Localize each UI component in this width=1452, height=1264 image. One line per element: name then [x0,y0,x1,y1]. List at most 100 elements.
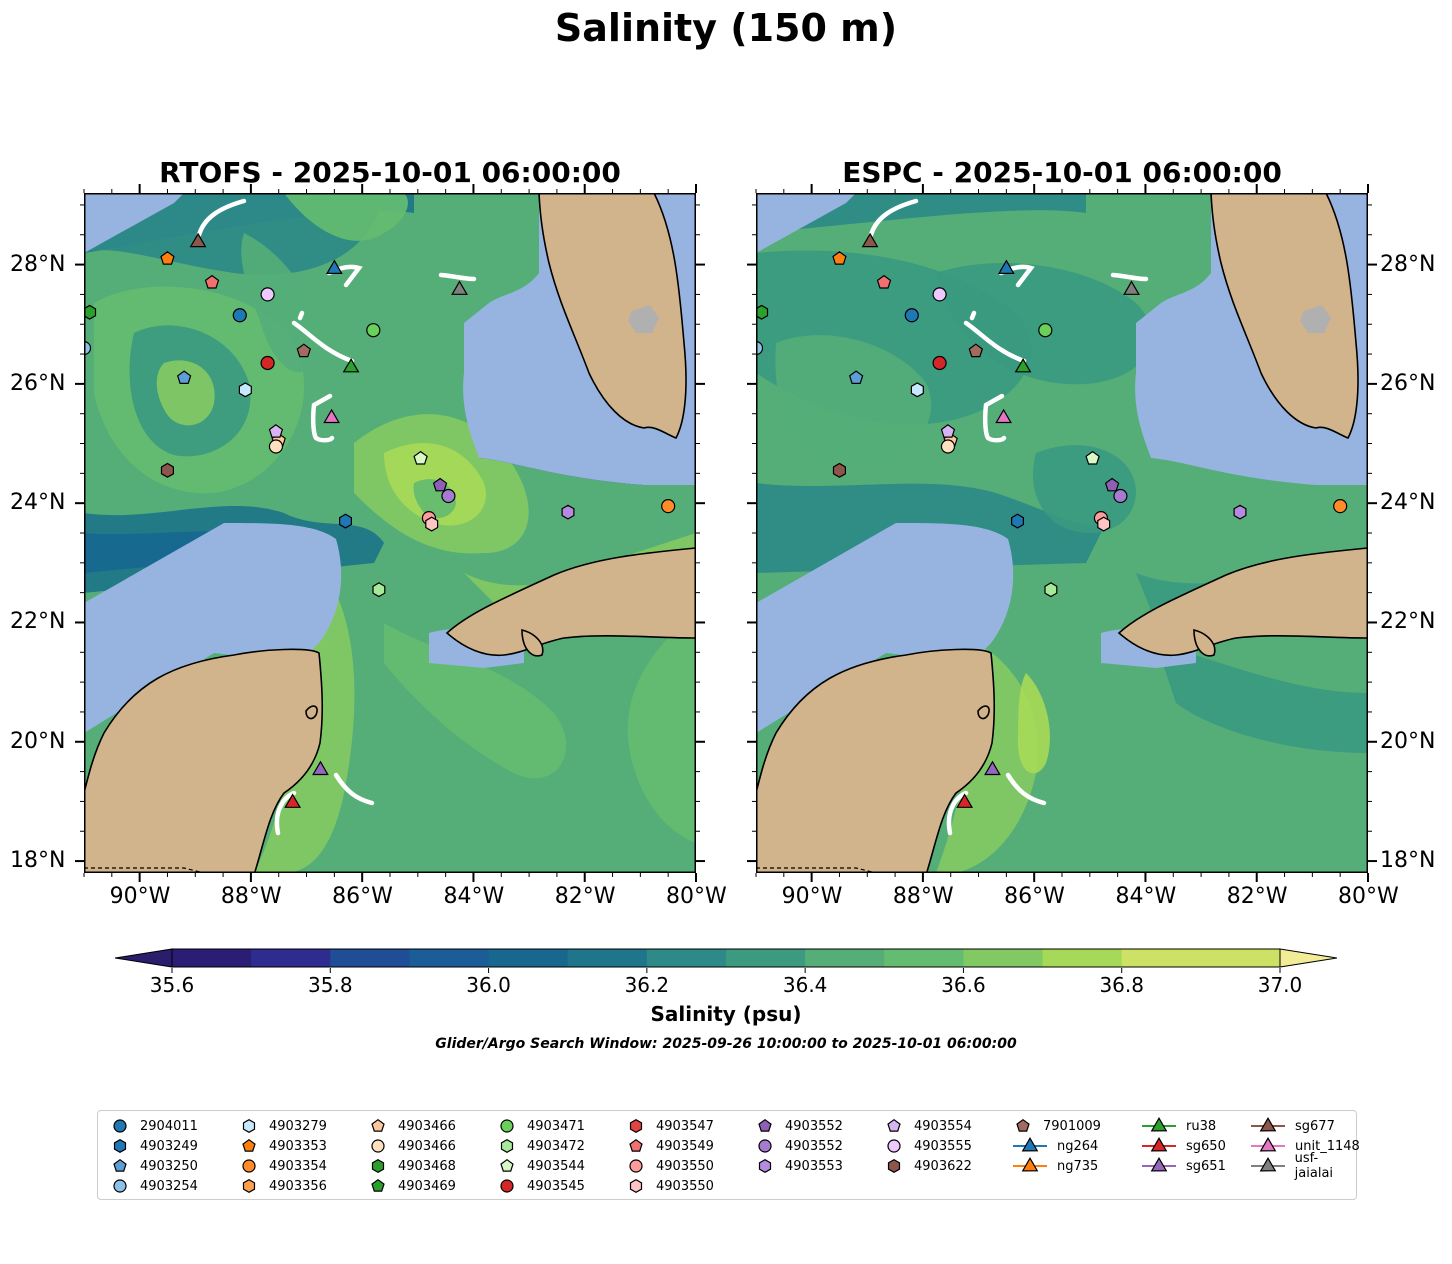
legend-marker[interactable] [758,1159,772,1173]
marker-4903472[interactable] [372,582,386,598]
marker-4903471[interactable] [366,323,381,338]
marker-4903550[interactable] [425,516,439,532]
legend-marker[interactable] [371,1139,385,1153]
marker-4903353[interactable] [832,251,847,265]
marker-4903553[interactable] [561,504,575,520]
legend-marker[interactable] [500,1179,514,1193]
marker-4903554[interactable] [268,424,284,438]
rtofs-panel-title: RTOFS - 2025-10-01 06:00:00 [159,156,621,189]
legend-marker[interactable] [1259,1116,1277,1132]
marker-4903279[interactable] [910,382,924,398]
legend-marker[interactable] [629,1159,643,1173]
marker-4903471[interactable] [1038,323,1053,338]
marker-4903550[interactable] [1097,516,1111,532]
marker-4903622[interactable] [160,462,175,478]
marker-4903354[interactable] [661,499,676,514]
marker-4903553[interactable] [1233,504,1247,520]
legend-marker[interactable] [500,1119,514,1133]
marker-4903249[interactable] [1011,513,1024,529]
marker-4903468[interactable] [756,304,769,320]
espc-salinity-map[interactable] [756,193,1368,873]
marker-ru38[interactable] [1014,358,1032,373]
marker-usf-jaialai[interactable] [1123,280,1140,295]
marker-unit_1148[interactable] [323,408,340,424]
marker-7901009[interactable] [968,343,984,358]
marker-sg651[interactable] [312,760,329,776]
marker-4903622[interactable] [832,462,847,478]
legend-marker[interactable] [242,1179,256,1193]
legend-marker[interactable] [1021,1156,1039,1172]
legend-marker[interactable] [887,1159,901,1173]
marker-4903466[interactable] [940,439,956,454]
marker-4903552[interactable] [432,477,448,492]
marker-4903555[interactable] [932,287,947,302]
marker-4903544[interactable] [413,450,428,465]
legend-marker[interactable] [1150,1136,1168,1152]
legend-marker[interactable] [242,1159,256,1173]
marker-4903552[interactable] [1113,488,1128,504]
marker-sg677[interactable] [861,232,879,248]
colorbar-segment [251,949,331,967]
marker-4903549[interactable] [876,274,892,289]
marker-4903552[interactable] [1104,477,1120,492]
marker-sg650[interactable] [284,793,302,808]
marker-4903279[interactable] [238,382,252,398]
marker-sg650[interactable] [956,793,974,808]
legend-marker[interactable] [1016,1118,1030,1132]
marker-4903466[interactable] [268,439,284,454]
marker-sg651[interactable] [984,760,1001,776]
marker-4903549[interactable] [204,274,220,289]
legend-marker[interactable] [1150,1116,1168,1132]
legend-marker[interactable] [887,1118,901,1132]
legend-marker[interactable] [242,1119,256,1133]
legend-marker[interactable] [242,1138,256,1152]
legend-marker[interactable] [758,1118,772,1132]
marker-4903353[interactable] [160,251,175,265]
legend-marker[interactable] [1021,1136,1039,1152]
marker-4903545[interactable] [932,355,947,371]
legend-marker[interactable] [500,1139,514,1153]
legend-marker[interactable] [1150,1156,1168,1172]
marker-4903544[interactable] [1085,450,1100,465]
glider-track [1005,772,1047,806]
marker-4903254[interactable] [84,340,92,356]
legend-marker[interactable] [1259,1136,1277,1152]
glider-track [946,790,969,836]
legend-marker[interactable] [113,1158,127,1172]
legend-marker[interactable] [629,1179,643,1193]
marker-unit_1148[interactable] [995,408,1012,424]
legend-marker[interactable] [629,1119,643,1133]
legend-marker[interactable] [1259,1156,1277,1172]
marker-4903552[interactable] [441,488,456,504]
legend-marker[interactable] [887,1139,901,1153]
legend-marker[interactable] [758,1139,772,1153]
marker-4903468[interactable] [84,304,97,320]
marker-4903250[interactable] [848,370,864,384]
marker-4903254[interactable] [756,340,764,356]
legend-label: 4903550 [656,1178,714,1194]
marker-usf-jaialai[interactable] [451,280,468,295]
marker-4903249[interactable] [339,513,352,529]
legend-marker[interactable] [629,1138,643,1152]
marker-2904011[interactable] [904,308,919,323]
marker-ru38[interactable] [342,358,360,373]
marker-sg677[interactable] [189,232,207,248]
marker-2904011[interactable] [232,308,247,323]
marker-ng264[interactable] [325,259,343,275]
legend-marker[interactable] [113,1139,127,1153]
marker-4903554[interactable] [940,424,956,438]
legend-marker[interactable] [371,1159,385,1173]
marker-4903250[interactable] [176,370,192,384]
marker-4903555[interactable] [260,287,275,302]
legend-marker[interactable] [371,1118,385,1132]
marker-ng264[interactable] [997,259,1015,275]
marker-4903354[interactable] [1333,499,1348,514]
marker-4903545[interactable] [260,355,275,371]
legend-marker[interactable] [371,1178,385,1192]
legend-marker[interactable] [500,1158,514,1172]
marker-7901009[interactable] [296,343,312,358]
marker-4903472[interactable] [1044,582,1058,598]
rtofs-salinity-map[interactable] [84,193,696,873]
legend-marker[interactable] [113,1119,127,1133]
legend-marker[interactable] [113,1179,127,1193]
